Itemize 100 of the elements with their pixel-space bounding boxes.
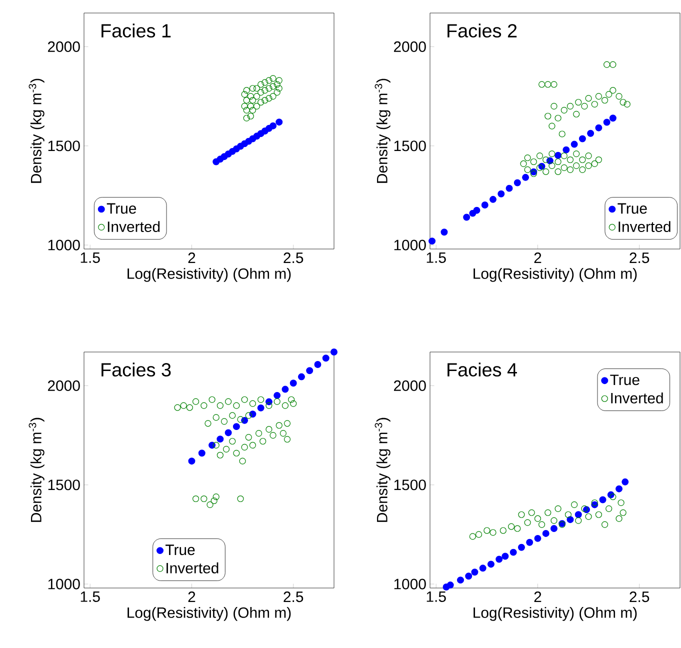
point: [554, 114, 562, 122]
point: [550, 81, 558, 88]
y-tick-label: 1500: [394, 480, 426, 490]
chart-title: Facies 3: [102, 362, 171, 377]
point: [233, 450, 240, 456]
point: [245, 434, 252, 441]
point: [548, 150, 556, 158]
point: [270, 432, 276, 439]
point: [469, 533, 476, 540]
point: [542, 156, 550, 164]
point: [610, 61, 616, 68]
point: [306, 367, 314, 374]
x-tick-label: 2.5: [284, 252, 304, 264]
point: [591, 160, 598, 168]
y-tick-label: 2000: [48, 380, 80, 392]
legend-label: Inverted: [166, 562, 218, 574]
point: [490, 529, 496, 536]
point: [624, 100, 630, 108]
point: [562, 146, 570, 154]
point: [200, 495, 208, 502]
x-tick-label: 1.5: [426, 252, 446, 263]
point: [550, 525, 558, 532]
point: [257, 404, 264, 412]
point: [243, 114, 250, 122]
point: [249, 442, 256, 449]
point: [216, 436, 224, 443]
y-axis-title: Density (kg m$^{-3}$): [374, 78, 390, 183]
point: [522, 174, 530, 181]
point: [249, 400, 256, 407]
legend-label: Inverted: [618, 221, 670, 232]
point: [475, 531, 482, 538]
point: [270, 93, 276, 100]
point: [241, 444, 248, 450]
point: [233, 402, 240, 409]
x-tick-label: 1.5: [426, 592, 446, 602]
point: [508, 523, 515, 530]
point: [595, 156, 602, 164]
point: [544, 509, 552, 516]
point: [276, 422, 282, 429]
point: [232, 423, 240, 430]
point: [258, 396, 264, 403]
point: [502, 552, 509, 560]
point: [270, 83, 276, 90]
point: [595, 93, 602, 100]
point: [247, 112, 254, 120]
point: [258, 89, 264, 96]
point: [514, 525, 521, 532]
point: [216, 402, 224, 409]
point: [471, 568, 478, 576]
point: [554, 168, 562, 175]
point: [542, 168, 550, 175]
point: [243, 87, 250, 94]
legend-label: Inverted: [108, 221, 160, 232]
point: [585, 513, 592, 520]
point: [575, 98, 582, 106]
point: [564, 511, 572, 518]
point: [538, 81, 546, 88]
point: [192, 495, 200, 502]
point: [581, 102, 588, 110]
x-axis-title: Log(Resistivity) (Ohm m): [128, 268, 291, 282]
point: [534, 515, 542, 522]
point: [457, 576, 464, 584]
point: [536, 152, 544, 160]
x-axis-title: Log(Resistivity) (Ohm m): [474, 268, 637, 282]
point: [280, 430, 286, 437]
y-axis-title: Density (kg m$^{-3}$): [374, 418, 390, 522]
point: [610, 493, 616, 500]
point: [616, 485, 623, 492]
point: [481, 201, 488, 208]
point: [603, 118, 610, 126]
point: [620, 509, 626, 516]
point: [573, 150, 580, 158]
x-axis-title: Log(Resistivity) (Ohm m): [474, 606, 637, 621]
point: [174, 404, 181, 411]
point: [206, 501, 214, 508]
point: [216, 452, 224, 458]
point: [262, 96, 268, 104]
point: [247, 93, 254, 100]
point: [498, 190, 505, 198]
point: [585, 94, 592, 102]
point: [463, 214, 470, 221]
point: [208, 396, 216, 403]
point: [266, 402, 272, 409]
point: [550, 102, 558, 110]
point: [220, 418, 228, 425]
point: [266, 426, 272, 433]
x-tick-label: 2.5: [284, 592, 304, 602]
y-tick-label: 1000: [48, 240, 80, 250]
point: [229, 438, 236, 445]
point: [180, 402, 187, 409]
point: [595, 124, 602, 132]
point: [198, 450, 206, 457]
point: [222, 446, 230, 452]
point: [258, 81, 264, 88]
point: [544, 112, 552, 120]
point: [262, 79, 268, 86]
x-tick-label: 2: [188, 252, 196, 263]
point: [288, 396, 295, 403]
point: [524, 166, 531, 173]
point: [249, 85, 256, 92]
